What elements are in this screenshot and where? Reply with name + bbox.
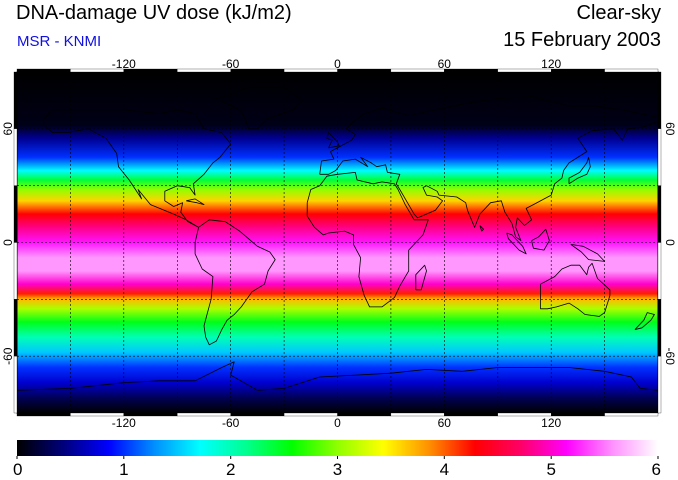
- coastline-borneo: [531, 228, 550, 251]
- date-label: 15 February 2003: [503, 29, 661, 51]
- lon-label-bottom: 0: [334, 416, 341, 430]
- frame-tick-top: [16, 68, 71, 73]
- frame-tick-top: [390, 68, 445, 73]
- coastline-greenland: [216, 86, 303, 130]
- frame-tick-bottom: [283, 412, 338, 417]
- frame-tick-left: [13, 356, 18, 414]
- lat-label-left: 60: [1, 122, 15, 136]
- coastline-madagascar: [415, 264, 427, 291]
- colorbar-label: 4: [440, 460, 449, 479]
- colorbar-label: 6: [652, 460, 661, 479]
- lat-label-right: 0: [663, 239, 677, 246]
- coastline-new-zealand: [634, 312, 655, 330]
- frame-tick-left: [13, 242, 18, 300]
- map-title: DNA-damage UV dose (kJ/m2): [16, 2, 292, 24]
- frame-tick-left: [13, 128, 18, 186]
- frame-tick-bottom: [444, 412, 498, 417]
- colorbar-label: 5: [546, 460, 555, 479]
- lon-label-bottom: 120: [541, 416, 561, 430]
- coastline-sri-lanka: [479, 225, 484, 232]
- frame-tick-bottom: [16, 412, 71, 417]
- frame-tick-right: [657, 185, 662, 243]
- lon-label-bottom: -60: [222, 416, 240, 430]
- colorbar-ramp: [17, 440, 658, 456]
- sky-mode-label: Clear-sky: [576, 2, 661, 24]
- lat-label-right: -60: [663, 348, 677, 366]
- coastline-north-america: [43, 109, 232, 228]
- coastline-australia: [540, 262, 611, 317]
- colorbar-label: 0: [13, 460, 22, 479]
- credit-label: MSR - KNMI: [17, 33, 102, 50]
- colorbar-label: 3: [333, 460, 342, 479]
- axis-labels: -120 -120 -60 -60 0 0 60 60 120 120 60 60 0 0 -60 -60: [1, 57, 677, 430]
- frame-tick-top: [444, 68, 498, 73]
- frame-ticks: [13, 68, 662, 417]
- coastline-cuba: [186, 198, 205, 205]
- frame-tick-left: [13, 185, 18, 243]
- lon-label-bottom: 60: [438, 416, 452, 430]
- colorbar-label: 2: [226, 460, 235, 479]
- frame-tick-bottom: [604, 412, 659, 417]
- lon-label-bottom: -120: [112, 416, 136, 430]
- coastline-uk: [326, 132, 340, 149]
- map-panel: -120 -120 -60 -60 0 0 60 60 120 120 60 60 0 0 -60 -60: [1, 57, 677, 430]
- coastline-japan: [568, 156, 591, 185]
- lat-label-left: 0: [1, 239, 15, 246]
- colorbar-ticks: 0 1 2 3 4 5 6: [13, 456, 661, 479]
- lon-label-top: 60: [438, 57, 452, 71]
- frame-tick-bottom: [390, 412, 445, 417]
- frame-tick-top: [283, 68, 338, 73]
- coastline-africa: [306, 172, 429, 308]
- frame-tick-right: [657, 242, 662, 300]
- lon-label-top: 120: [541, 57, 561, 71]
- lon-label-top: -120: [112, 57, 136, 71]
- frame-tick-right: [657, 299, 662, 357]
- frame-tick-right: [657, 71, 662, 129]
- frame-tick-top: [337, 68, 392, 73]
- frame-tick-bottom: [337, 412, 392, 417]
- graticule: [17, 72, 658, 413]
- frame-tick-right: [657, 356, 662, 414]
- colorbar-label: 1: [119, 460, 128, 479]
- lon-label-top: -60: [222, 57, 240, 71]
- lon-label-top: 0: [334, 57, 341, 71]
- lat-label-left: -60: [1, 347, 15, 365]
- frame-tick-right: [657, 128, 662, 186]
- coastline-sumatra: [506, 232, 527, 255]
- lat-label-right: 60: [663, 122, 677, 136]
- colorbar: 0 1 2 3 4 5 6: [13, 440, 661, 479]
- frame-tick-top: [604, 68, 659, 73]
- frame-tick-left: [13, 71, 18, 129]
